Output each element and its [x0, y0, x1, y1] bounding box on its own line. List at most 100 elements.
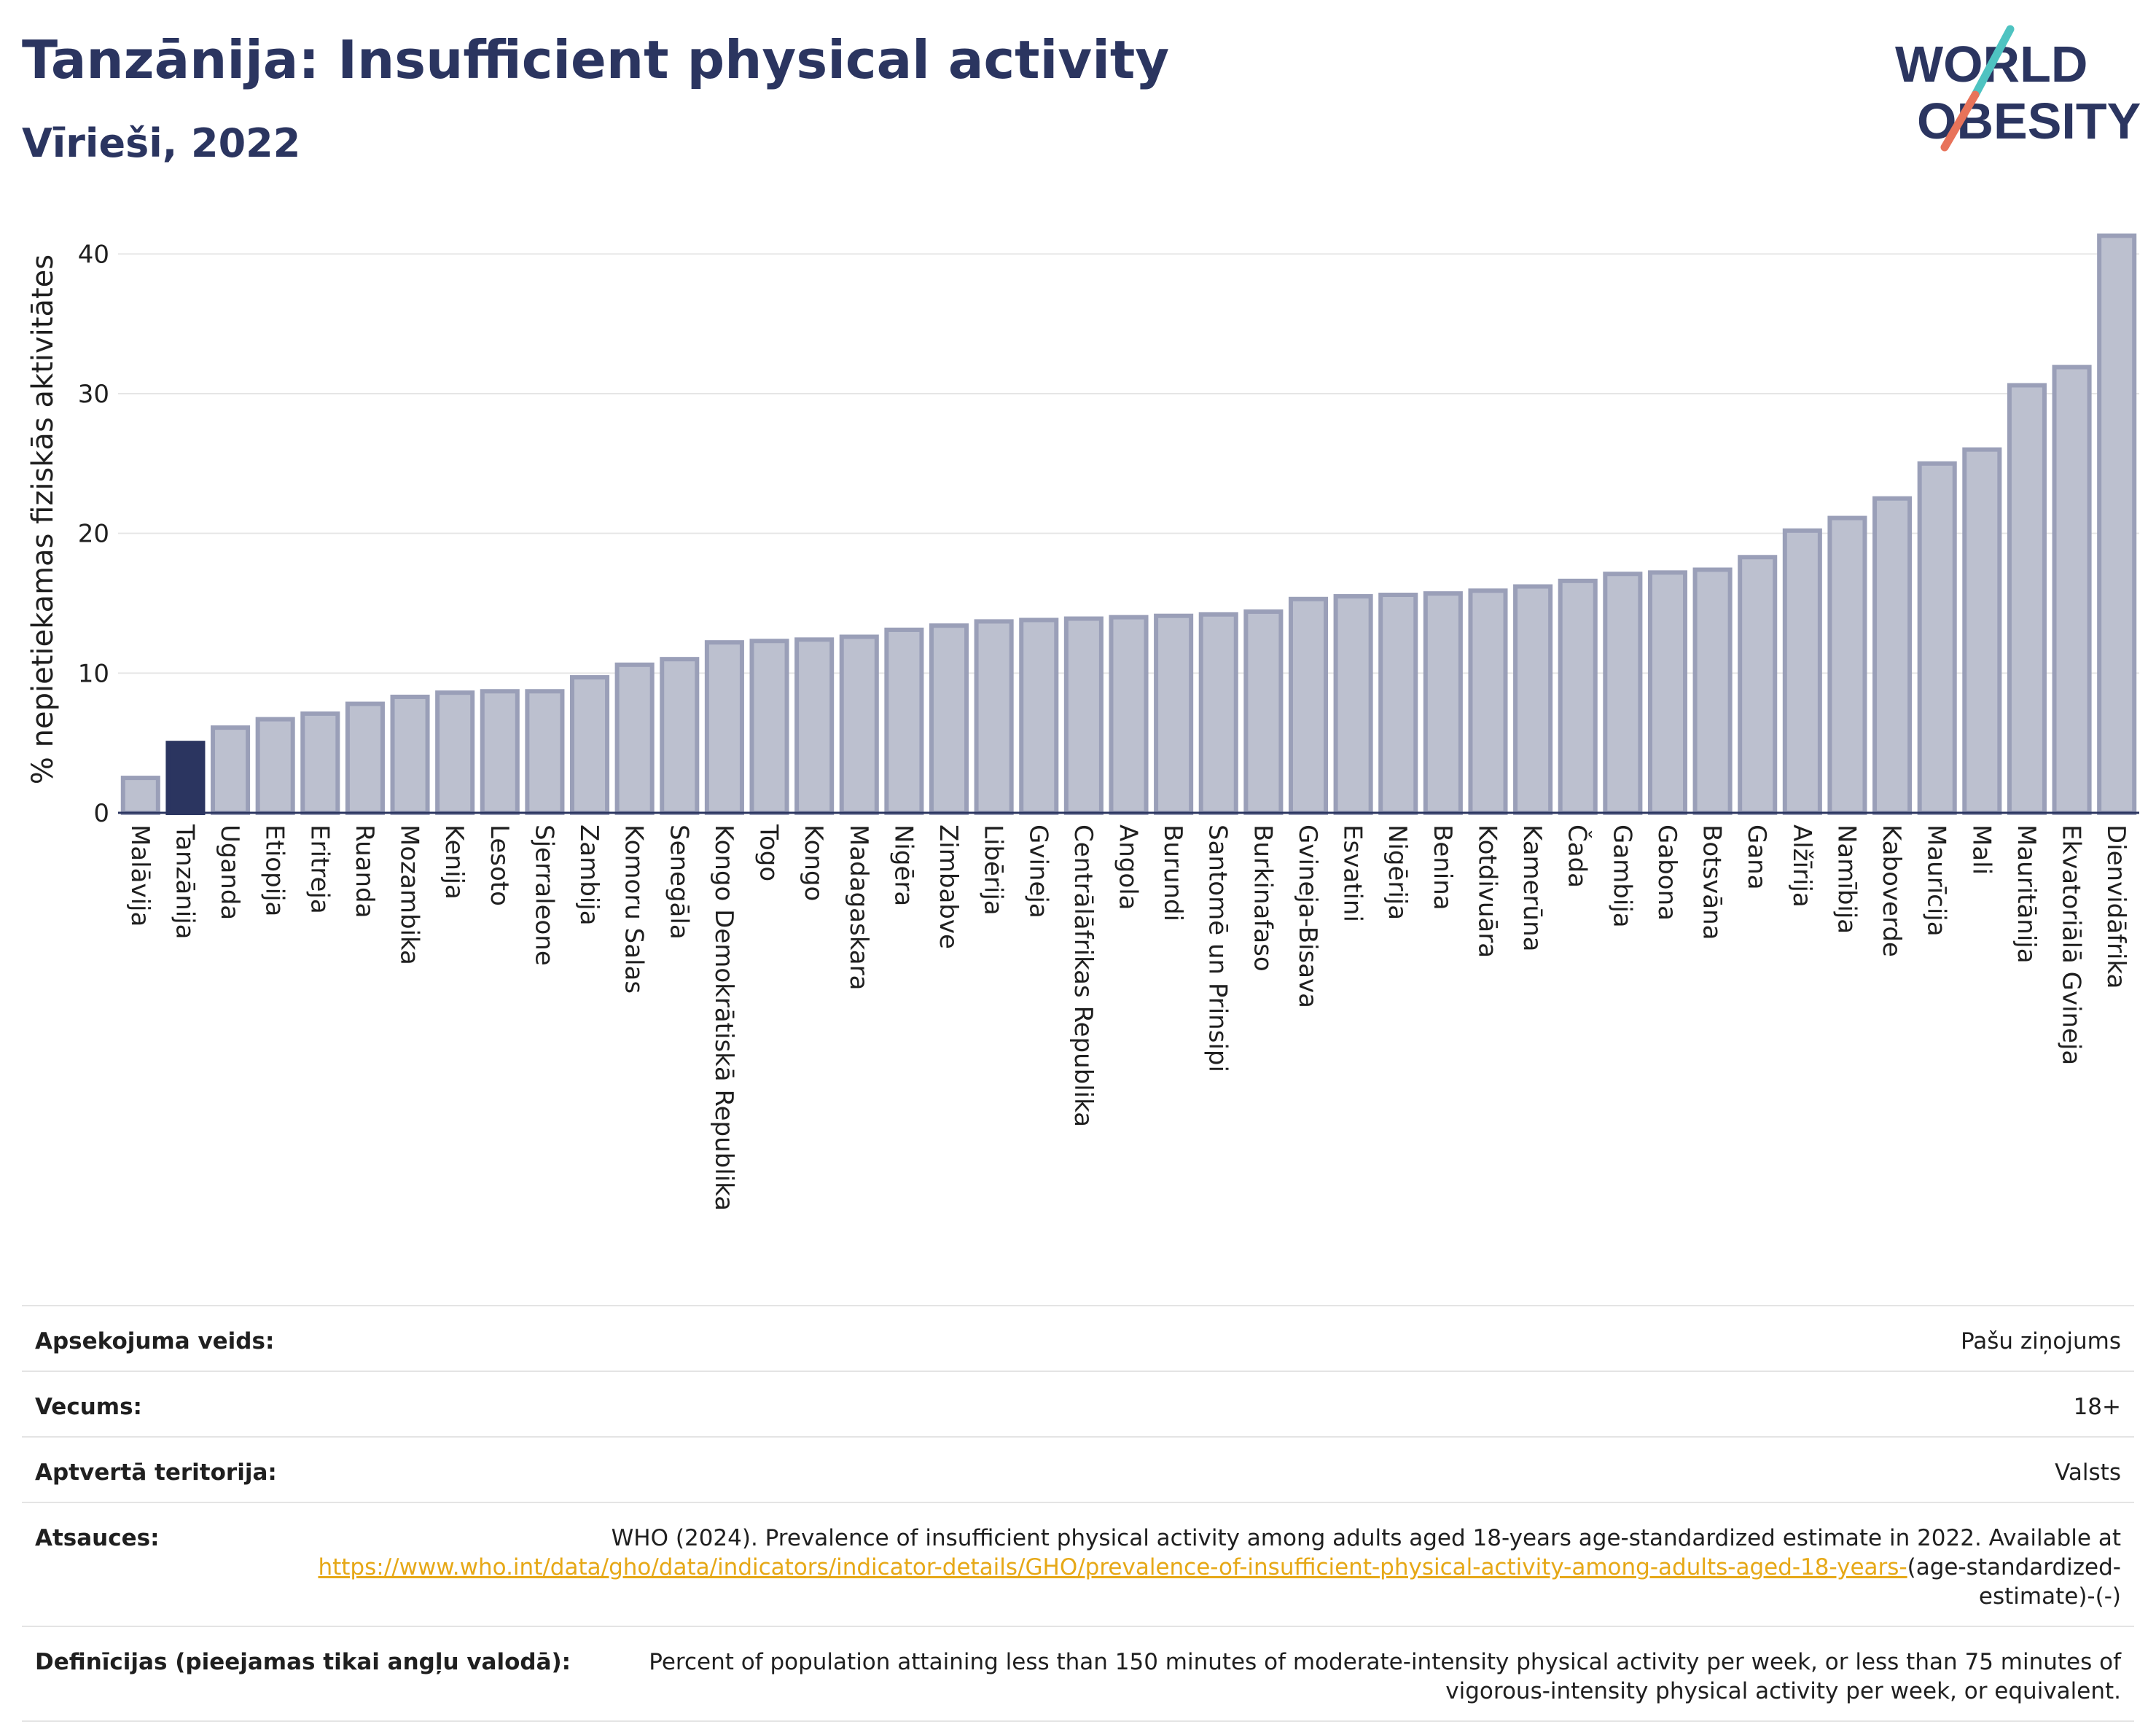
bar [974, 619, 1014, 816]
meta-label: Definīcijas (pieejamas tikai angļu valod… [35, 1649, 571, 1675]
x-category-label: Zambija [574, 824, 604, 926]
bar [1603, 572, 1643, 815]
bar [435, 690, 475, 816]
x-category-label: Kaboverde [1877, 824, 1906, 957]
meta-value-references: WHO (2024). Prevalence of insufficient p… [203, 1524, 2121, 1611]
bar [1917, 461, 1957, 815]
x-category-label: Gabona [1652, 824, 1682, 921]
bar-highlighted [165, 741, 206, 816]
x-category-label: Nigēra [888, 824, 918, 906]
bar [300, 711, 340, 816]
x-category-label: Botsvāna [1698, 824, 1727, 940]
x-category-label: Etiopija [260, 824, 289, 916]
x-category-label: Maurīcija [1922, 824, 1951, 937]
bar [1198, 612, 1238, 815]
bar [884, 627, 924, 816]
bar [1423, 591, 1463, 815]
meta-label: Apsekojuma veids: [35, 1328, 275, 1354]
bar [1154, 613, 1194, 815]
bar-chart: 0 10 20 30 40 Malāvija Tanzānija Uganda Etiopij… [26, 233, 2139, 1211]
x-category-label: Kenija [440, 824, 469, 900]
x-category-label: Tanzānija [170, 824, 199, 939]
bar [1109, 615, 1149, 816]
meta-row-coverage: Aptvertā teritorija: Valsts [22, 1436, 2134, 1502]
bar [345, 701, 385, 815]
bar [794, 637, 835, 815]
bar [1019, 617, 1059, 815]
meta-value: Pašu ziņojums [1960, 1328, 2121, 1354]
meta-row-definitions: Definīcijas (pieejamas tikai angļu valod… [22, 1626, 2134, 1722]
bar [2097, 233, 2137, 815]
bar [1063, 616, 1104, 815]
bar [1827, 515, 1867, 815]
x-category-label: Mali [1966, 824, 1996, 875]
x-category-label: Libērija [979, 824, 1008, 916]
logo-slash-coral [1940, 90, 1980, 152]
x-category-label: Komoru Salas [620, 824, 649, 994]
x-category-label: Zimbabve [934, 824, 963, 949]
x-category-label: Gambija [1607, 824, 1636, 928]
y-tick-labels: 0 10 20 30 40 [78, 240, 109, 828]
meta-row-age: Vecums: 18+ [22, 1371, 2134, 1436]
bar [839, 634, 879, 815]
x-category-label: Madagaskara [844, 824, 873, 990]
x-category-label: Senegāla [664, 824, 693, 940]
bar [255, 717, 295, 815]
meta-label: Aptvertā teritorija: [35, 1459, 277, 1486]
x-category-label: Nigērija [1383, 824, 1412, 920]
bar [1558, 578, 1598, 815]
y-tick-label: 40 [78, 240, 109, 269]
bar [1513, 584, 1553, 815]
y-tick-label: 10 [78, 659, 109, 688]
x-category-label: Ekvatoriālā Gvineja [2057, 824, 2086, 1065]
x-category-label: Dienvidāfrika [2101, 824, 2130, 989]
x-category-label: Benina [1428, 824, 1457, 911]
bar [929, 623, 969, 816]
page-title: Tanzānija: Insufficient physical activit… [22, 29, 1170, 90]
bar [1692, 567, 1733, 815]
reference-link[interactable]: https://www.who.int/data/gho/data/indica… [318, 1554, 1907, 1580]
y-tick-label: 30 [78, 380, 109, 409]
bar [480, 689, 520, 815]
x-category-label: Santomē un Prinsipi [1203, 824, 1233, 1072]
x-category-label: Gvineja-Bisava [1293, 824, 1322, 1008]
x-category-label: Togo [754, 824, 784, 881]
reference-text: WHO (2024). Prevalence of insufficient p… [611, 1525, 2121, 1551]
y-tick-label: 0 [93, 799, 109, 828]
meta-label: Vecums: [35, 1394, 142, 1420]
x-category-label: Kamerūna [1518, 824, 1547, 951]
x-category-label: Malāvija [125, 824, 155, 927]
x-category-label: Namībija [1832, 824, 1861, 934]
meta-value: Valsts [2055, 1459, 2121, 1486]
x-category-label: Lesoto [485, 824, 514, 906]
logo-line2: OBESITY [1917, 93, 2141, 149]
x-category-label: Uganda [215, 824, 244, 920]
bar [120, 776, 160, 815]
bar [749, 639, 789, 815]
x-category-label: Mauritānija [2012, 824, 2041, 964]
bar [1378, 593, 1418, 815]
x-category-label: Esvatini [1338, 824, 1367, 922]
x-category-label: Eritreja [305, 824, 334, 914]
metadata-table: Apsekojuma veids: Pašu ziņojums Vecums: … [22, 1305, 2134, 1722]
bar [2052, 364, 2092, 816]
meta-row-references: Atsauces: WHO (2024). Prevalence of insu… [22, 1502, 2134, 1626]
meta-row-survey-type: Apsekojuma veids: Pašu ziņojums [22, 1305, 2134, 1371]
x-category-label: Gana [1742, 824, 1771, 890]
meta-label: Atsauces: [35, 1525, 160, 1551]
bar [1782, 528, 1822, 815]
x-category-label: Kongo Demokrātiskā Republika [709, 824, 738, 1211]
x-category-label: Alžīrija [1787, 824, 1816, 908]
x-category-label: Burundi [1158, 824, 1187, 921]
x-category-label: Mozambika [395, 824, 424, 965]
world-obesity-logo: WORLD OBESITY [1895, 22, 2143, 153]
bar [614, 662, 655, 815]
bars [118, 233, 2139, 816]
bar [1288, 596, 1329, 815]
bar [704, 640, 744, 816]
bar [2007, 383, 2047, 815]
bar [1647, 570, 1687, 815]
x-category-label: Kotdivuāra [1472, 824, 1501, 958]
bar [1243, 609, 1284, 815]
reference-suffix: (age-standardized-estimate)-(-) [1907, 1554, 2121, 1610]
